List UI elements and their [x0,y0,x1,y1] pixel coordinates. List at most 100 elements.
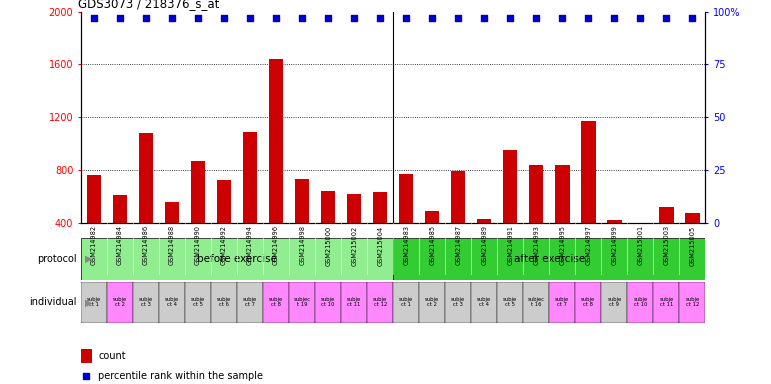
Text: individual: individual [29,297,77,308]
Text: subje
ct 5: subje ct 5 [191,297,205,308]
Text: ▶: ▶ [85,297,93,308]
Text: subje
ct 7: subje ct 7 [555,297,570,308]
Point [426,15,439,21]
Point [582,15,594,21]
Bar [87,175,101,276]
Text: GSM215000: GSM215000 [325,225,332,266]
Point [478,15,490,21]
Text: subje
ct 6: subje ct 6 [217,297,231,308]
Point [296,15,308,21]
Bar [185,282,211,323]
Point [192,15,204,21]
Point [322,15,335,21]
Text: subje
ct 8: subje ct 8 [269,297,283,308]
Point [166,15,178,21]
Bar [529,165,544,276]
Point [79,372,92,379]
Point [504,15,517,21]
Text: subje
ct 4: subje ct 4 [477,297,491,308]
Text: before exercise: before exercise [197,254,277,264]
Bar [139,133,153,276]
Text: GSM214999: GSM214999 [611,225,618,265]
Bar [425,211,439,276]
Bar [341,282,367,323]
Text: GSM214988: GSM214988 [169,225,175,265]
Text: GSM214986: GSM214986 [143,225,149,265]
Bar [81,349,93,363]
Bar [497,282,524,323]
Text: subje
ct 11: subje ct 11 [347,297,362,308]
Bar [321,191,335,276]
Text: GSM214995: GSM214995 [559,225,565,265]
Bar [191,161,205,276]
Bar [477,219,491,276]
Text: GSM215003: GSM215003 [663,225,669,265]
Point [270,15,282,21]
Bar [243,132,258,276]
Bar [315,282,341,323]
Text: GSM215005: GSM215005 [689,225,695,266]
Point [452,15,464,21]
Text: GSM214994: GSM214994 [247,225,253,265]
Bar [373,192,387,276]
Text: subje
ct 10: subje ct 10 [633,297,648,308]
Point [686,15,699,21]
Text: GSM214991: GSM214991 [507,225,513,265]
Bar [107,282,133,323]
Text: GSM214997: GSM214997 [585,225,591,265]
Text: GSM214984: GSM214984 [117,225,123,265]
Text: count: count [99,351,126,361]
Bar [575,282,601,323]
Bar [549,282,575,323]
Text: after exercise: after exercise [513,254,585,264]
Text: protocol: protocol [38,254,77,264]
Bar [685,214,699,276]
Bar [289,282,315,323]
Text: GSM215004: GSM215004 [377,225,383,266]
Bar [347,194,362,276]
Bar [393,238,705,280]
Text: GSM215001: GSM215001 [638,225,644,265]
Point [374,15,386,21]
Bar [159,282,185,323]
Text: GSM214989: GSM214989 [481,225,487,265]
Text: subje
ct 11: subje ct 11 [659,297,674,308]
Text: GSM214992: GSM214992 [221,225,227,265]
Point [140,15,152,21]
Point [88,15,100,21]
Text: subje
ct 12: subje ct 12 [373,297,387,308]
Text: subje
ct 12: subje ct 12 [685,297,699,308]
Text: subje
ct 8: subje ct 8 [581,297,595,308]
Bar [524,282,549,323]
Bar [581,121,595,276]
Bar [628,282,654,323]
Bar [165,202,179,276]
Text: GSM214998: GSM214998 [299,225,305,265]
Text: subje
ct 3: subje ct 3 [451,297,466,308]
Point [400,15,412,21]
Text: subje
ct 9: subje ct 9 [608,297,621,308]
Bar [601,282,628,323]
Text: subje
ct 1: subje ct 1 [87,297,101,308]
Bar [679,282,705,323]
Text: GSM214990: GSM214990 [195,225,201,265]
Bar [608,220,621,276]
Bar [113,195,127,276]
Bar [555,165,570,276]
Text: ▶: ▶ [85,254,93,264]
Bar [133,282,159,323]
Point [114,15,126,21]
Text: GSM214982: GSM214982 [91,225,97,265]
Text: subje
ct 4: subje ct 4 [165,297,179,308]
Point [556,15,568,21]
Text: subje
ct 1: subje ct 1 [399,297,413,308]
Bar [367,282,393,323]
Bar [654,282,679,323]
Bar [217,180,231,276]
Text: subje
ct 5: subje ct 5 [503,297,517,308]
Text: GSM214985: GSM214985 [429,225,436,265]
Bar [81,238,393,280]
Text: GDS3073 / 218376_s_at: GDS3073 / 218376_s_at [78,0,219,10]
Bar [81,282,107,323]
Point [660,15,672,21]
